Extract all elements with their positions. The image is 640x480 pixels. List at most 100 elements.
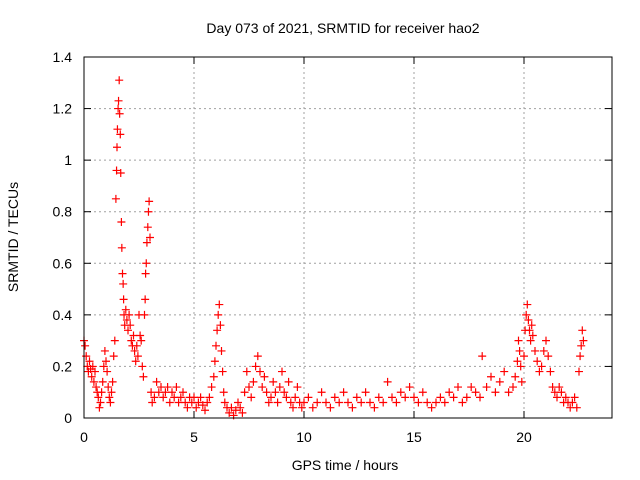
data-point xyxy=(531,346,539,355)
y-tick-label: 0.8 xyxy=(53,204,73,220)
data-point xyxy=(418,388,427,397)
data-point xyxy=(227,403,236,412)
data-point xyxy=(150,393,159,402)
data-point xyxy=(225,408,234,417)
data-point xyxy=(108,377,117,386)
data-point xyxy=(141,269,150,278)
data-point xyxy=(109,352,118,361)
data-point xyxy=(143,223,152,232)
data-point xyxy=(300,398,308,407)
data-point xyxy=(313,398,322,407)
data-point xyxy=(112,166,121,175)
data-point xyxy=(176,393,185,402)
data-point xyxy=(138,362,147,371)
data-point xyxy=(183,403,192,412)
data-point xyxy=(87,372,96,381)
data-point xyxy=(504,388,513,397)
data-point xyxy=(198,401,207,410)
data-point xyxy=(114,104,123,113)
data-point xyxy=(125,310,134,319)
data-point xyxy=(520,352,528,361)
data-point xyxy=(267,393,275,402)
tick-labels: 0 0.2 0.4 0.6 0.8 1 1.2 1.4 0 5 10 15 20 xyxy=(53,49,532,445)
data-point xyxy=(220,398,229,407)
data-point xyxy=(115,109,124,118)
data-point xyxy=(361,388,370,397)
x-tick-label: 10 xyxy=(296,429,312,445)
y-axis-label: SRMTID / TECUs xyxy=(5,182,21,292)
data-point xyxy=(297,403,306,412)
data-point xyxy=(245,383,253,392)
data-point xyxy=(192,403,201,412)
data-point xyxy=(284,377,293,386)
data-point xyxy=(234,398,242,407)
data-point xyxy=(427,403,436,412)
data-point xyxy=(256,367,264,376)
data-point xyxy=(116,130,125,139)
data-point xyxy=(293,383,302,392)
data-point xyxy=(163,383,172,392)
data-point xyxy=(516,362,525,371)
data-point xyxy=(217,346,226,355)
y-tick-label: 0 xyxy=(64,410,72,426)
data-point xyxy=(352,393,361,402)
y-tick-label: 1 xyxy=(64,152,72,168)
data-point xyxy=(172,383,181,392)
data-point xyxy=(247,393,256,402)
data-point xyxy=(348,403,357,412)
data-point xyxy=(236,403,245,412)
data-point xyxy=(139,372,148,381)
data-point xyxy=(107,388,116,397)
y-tick-label: 0.6 xyxy=(53,255,73,271)
data-point xyxy=(379,398,388,407)
data-point xyxy=(81,341,90,350)
data-point xyxy=(127,336,136,345)
data-point xyxy=(401,393,410,402)
data-point xyxy=(454,383,462,392)
grid-lines xyxy=(84,57,612,418)
data-point xyxy=(280,388,289,397)
data-point xyxy=(286,398,295,407)
data-point xyxy=(273,398,282,407)
axis-ticks xyxy=(83,56,612,419)
data-point xyxy=(555,383,564,392)
data-point xyxy=(196,393,205,402)
data-point xyxy=(514,336,523,345)
data-point xyxy=(159,393,168,402)
data-point xyxy=(216,321,225,330)
y-tick-label: 1.4 xyxy=(53,49,73,65)
data-point xyxy=(214,310,223,319)
data-point xyxy=(179,388,187,397)
data-point xyxy=(570,393,579,402)
data-point xyxy=(205,393,214,402)
plot-frame xyxy=(83,56,613,419)
data-point xyxy=(561,393,570,402)
data-point xyxy=(535,367,544,376)
data-point xyxy=(374,393,383,402)
data-point xyxy=(525,326,534,335)
data-point xyxy=(526,336,535,345)
data-point xyxy=(527,321,536,330)
data-point xyxy=(203,398,212,407)
y-tick-label: 0.2 xyxy=(53,358,73,374)
data-point xyxy=(212,341,220,350)
data-point xyxy=(575,367,583,376)
data-point xyxy=(578,326,587,335)
data-point xyxy=(544,352,553,361)
data-point xyxy=(568,398,577,407)
data-point xyxy=(104,383,113,392)
data-point xyxy=(491,388,500,397)
data-point xyxy=(370,403,379,412)
data-point xyxy=(291,393,300,402)
data-point xyxy=(132,341,141,350)
data-point xyxy=(117,218,126,227)
data-point xyxy=(88,362,97,371)
data-point xyxy=(579,336,588,345)
x-tick-label: 15 xyxy=(406,429,422,445)
data-point xyxy=(142,259,151,268)
data-point xyxy=(106,398,115,407)
data-point xyxy=(542,336,550,345)
data-point xyxy=(423,398,432,407)
data-point xyxy=(210,357,219,366)
y-tick-label: 1.2 xyxy=(53,101,73,117)
